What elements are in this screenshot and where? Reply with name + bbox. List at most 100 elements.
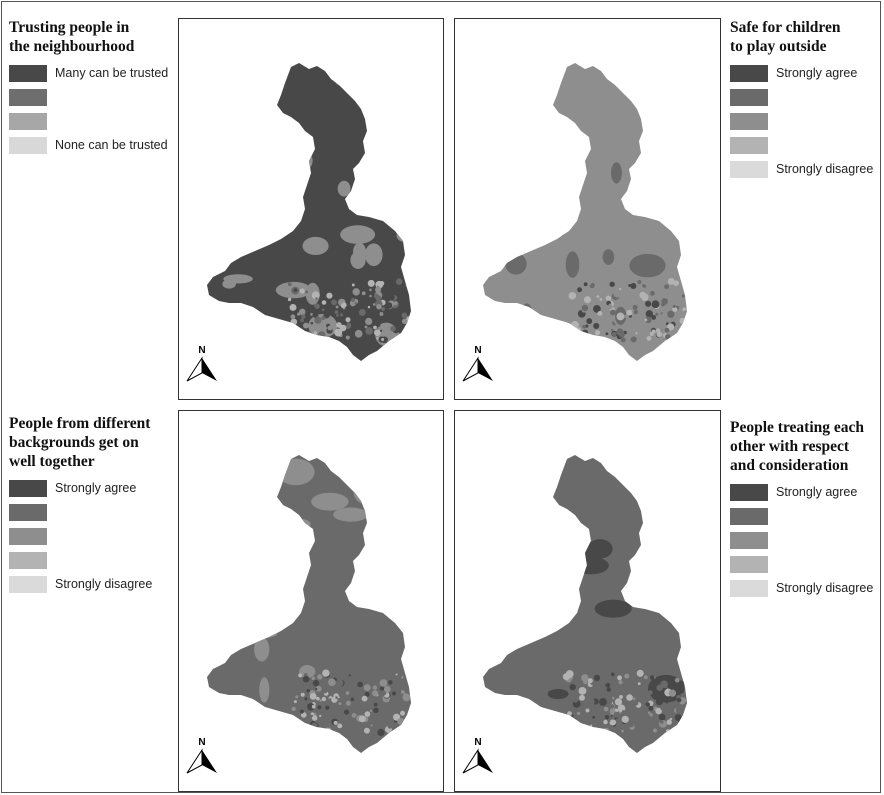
legend-label: None can be trusted xyxy=(55,138,168,152)
value-speckle xyxy=(345,700,351,706)
value-speckle xyxy=(373,707,379,714)
wales-landmass xyxy=(207,63,411,361)
value-speckle xyxy=(316,323,325,331)
value-patch xyxy=(224,538,260,556)
value-speckle xyxy=(379,679,388,687)
value-speckle xyxy=(630,282,637,289)
value-speckle xyxy=(302,675,310,683)
value-speckle xyxy=(331,299,337,306)
value-speckle xyxy=(609,696,613,701)
value-patch xyxy=(594,599,632,618)
value-speckle xyxy=(338,702,342,706)
value-speckle xyxy=(405,338,409,342)
value-speckle xyxy=(334,277,343,285)
value-speckle xyxy=(581,329,589,336)
value-speckle xyxy=(679,317,686,324)
value-patch xyxy=(222,279,236,289)
value-speckle xyxy=(678,721,683,727)
value-speckle xyxy=(300,692,305,697)
value-patch xyxy=(513,556,529,573)
wales-landmass xyxy=(483,455,687,753)
value-patch xyxy=(233,313,251,323)
value-speckle xyxy=(648,690,653,695)
value-speckle xyxy=(587,678,593,684)
value-speckle xyxy=(376,304,382,310)
value-speckle xyxy=(312,679,320,687)
value-speckle xyxy=(310,321,314,325)
value-speckle xyxy=(583,282,588,287)
legend-label: Strongly agree xyxy=(776,66,858,80)
value-speckle xyxy=(672,305,676,308)
legend-swatch xyxy=(730,88,768,106)
value-speckle xyxy=(565,719,571,725)
value-speckle xyxy=(327,325,333,331)
value-speckle xyxy=(335,679,344,687)
value-patch xyxy=(632,458,653,484)
value-patch xyxy=(353,479,378,505)
legend-swatch xyxy=(730,112,768,130)
legend-swatch xyxy=(9,527,47,545)
value-speckle xyxy=(293,724,301,732)
legend-title: People from different backgrounds get on… xyxy=(9,415,151,470)
value-speckle xyxy=(396,285,405,294)
legend-item: Strongly disagree xyxy=(9,575,177,593)
value-speckle xyxy=(632,304,638,310)
value-speckle xyxy=(649,713,653,717)
value-speckle xyxy=(618,680,623,685)
value-speckle xyxy=(285,723,293,730)
legend-item: Strongly disagree xyxy=(730,579,882,597)
value-speckle xyxy=(306,684,313,691)
value-speckle xyxy=(357,681,363,688)
value-speckle xyxy=(353,679,358,685)
value-speckle xyxy=(386,302,393,309)
value-speckle xyxy=(334,310,339,315)
value-patch xyxy=(364,243,383,267)
wales-map: N xyxy=(186,455,411,774)
value-speckle xyxy=(328,678,336,687)
value-speckle xyxy=(593,322,600,329)
legend-item xyxy=(9,503,177,521)
value-speckle xyxy=(348,696,351,700)
north-label: N xyxy=(474,345,481,356)
value-speckle xyxy=(291,718,295,722)
value-patch xyxy=(502,700,540,724)
value-speckle xyxy=(361,695,368,702)
value-speckle xyxy=(581,674,589,682)
value-patch xyxy=(487,240,514,261)
value-patch xyxy=(229,109,243,128)
value-speckle xyxy=(287,297,292,302)
value-speckle xyxy=(391,699,394,703)
legend-swatch xyxy=(730,555,768,573)
value-speckle xyxy=(323,727,332,736)
value-speckle xyxy=(309,692,317,700)
value-speckle xyxy=(351,283,355,287)
value-speckle xyxy=(674,677,680,683)
value-speckle xyxy=(672,306,678,312)
value-speckle xyxy=(341,283,345,287)
value-speckle xyxy=(577,287,583,293)
value-speckle xyxy=(579,717,587,725)
value-speckle xyxy=(609,703,615,709)
value-speckle xyxy=(306,688,310,693)
value-speckle xyxy=(402,336,408,342)
legend-item: Many can be trusted xyxy=(9,64,177,82)
value-speckle xyxy=(588,336,591,340)
value-speckle xyxy=(397,729,405,737)
value-speckle xyxy=(323,722,327,725)
value-speckle xyxy=(667,277,675,285)
value-speckle xyxy=(341,339,344,342)
value-speckle xyxy=(652,728,658,733)
value-speckle xyxy=(315,687,318,690)
value-speckle xyxy=(627,708,633,715)
value-speckle xyxy=(340,303,346,309)
value-speckle xyxy=(578,686,587,695)
value-speckle xyxy=(607,319,614,327)
value-speckle xyxy=(364,325,368,329)
value-speckle xyxy=(310,714,314,717)
value-speckle xyxy=(314,316,322,324)
value-speckle xyxy=(598,717,602,721)
value-speckle xyxy=(651,315,657,320)
legend-swatch xyxy=(9,136,47,154)
value-speckle xyxy=(304,697,308,701)
value-patch xyxy=(602,249,615,265)
